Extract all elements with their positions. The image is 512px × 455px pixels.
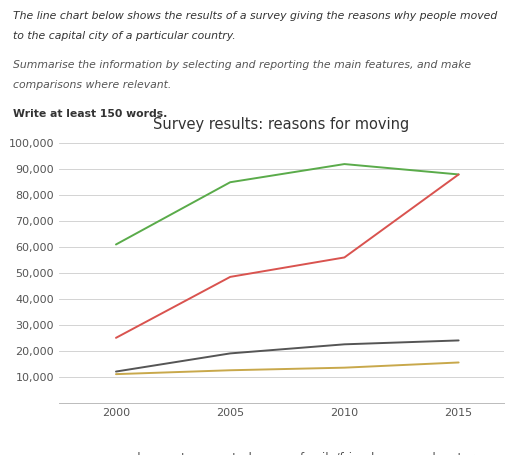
Text: Write at least 150 words.: Write at least 150 words. [13, 109, 167, 119]
Text: comparisons where relevant.: comparisons where relevant. [13, 80, 171, 90]
Text: The line chart below shows the results of a survey giving the reasons why people: The line chart below shows the results o… [13, 11, 497, 21]
Text: Survey results: reasons for moving: Survey results: reasons for moving [154, 117, 410, 132]
Text: Summarise the information by selecting and reporting the main features, and make: Summarise the information by selecting a… [13, 61, 471, 70]
Legend: employment, study, family/friends, adventure: employment, study, family/friends, adven… [76, 447, 487, 455]
Text: to the capital city of a particular country.: to the capital city of a particular coun… [13, 31, 236, 41]
